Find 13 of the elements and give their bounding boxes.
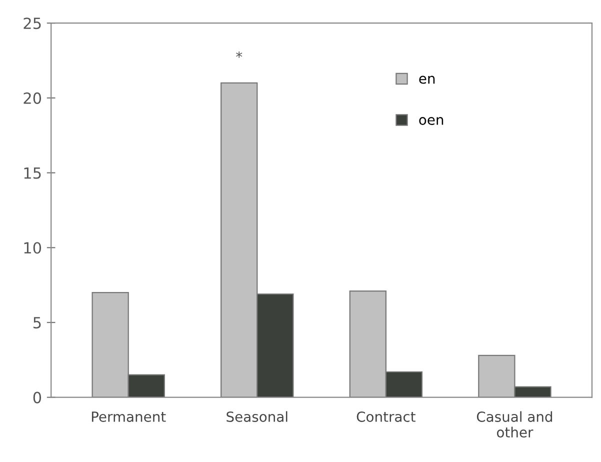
x-tick-label: Permanent <box>92 412 166 422</box>
x-tick-label: Contract <box>356 411 416 422</box>
y-tick-label: 10 <box>24 242 42 254</box>
y-tick-label: 5 <box>34 317 41 328</box>
annotation: * <box>236 52 242 58</box>
y-tick-label: 20 <box>24 92 42 104</box>
y-tick-label: 15 <box>24 167 41 179</box>
y-tick-label: 0 <box>33 392 42 404</box>
x-tick-label: Casual and other <box>476 411 552 438</box>
x-tick-label: Seasonal <box>226 411 288 422</box>
y-tick-label: 25 <box>24 18 41 30</box>
legend-label: en <box>419 76 435 84</box>
legend-label: oen <box>419 117 444 125</box>
